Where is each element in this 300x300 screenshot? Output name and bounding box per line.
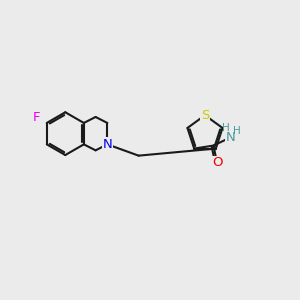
Text: H: H — [233, 126, 241, 136]
Text: N: N — [103, 138, 112, 151]
Text: O: O — [212, 156, 222, 169]
Text: H: H — [222, 123, 230, 133]
Text: N: N — [226, 131, 236, 144]
Text: S: S — [201, 109, 209, 122]
Text: F: F — [33, 111, 40, 124]
